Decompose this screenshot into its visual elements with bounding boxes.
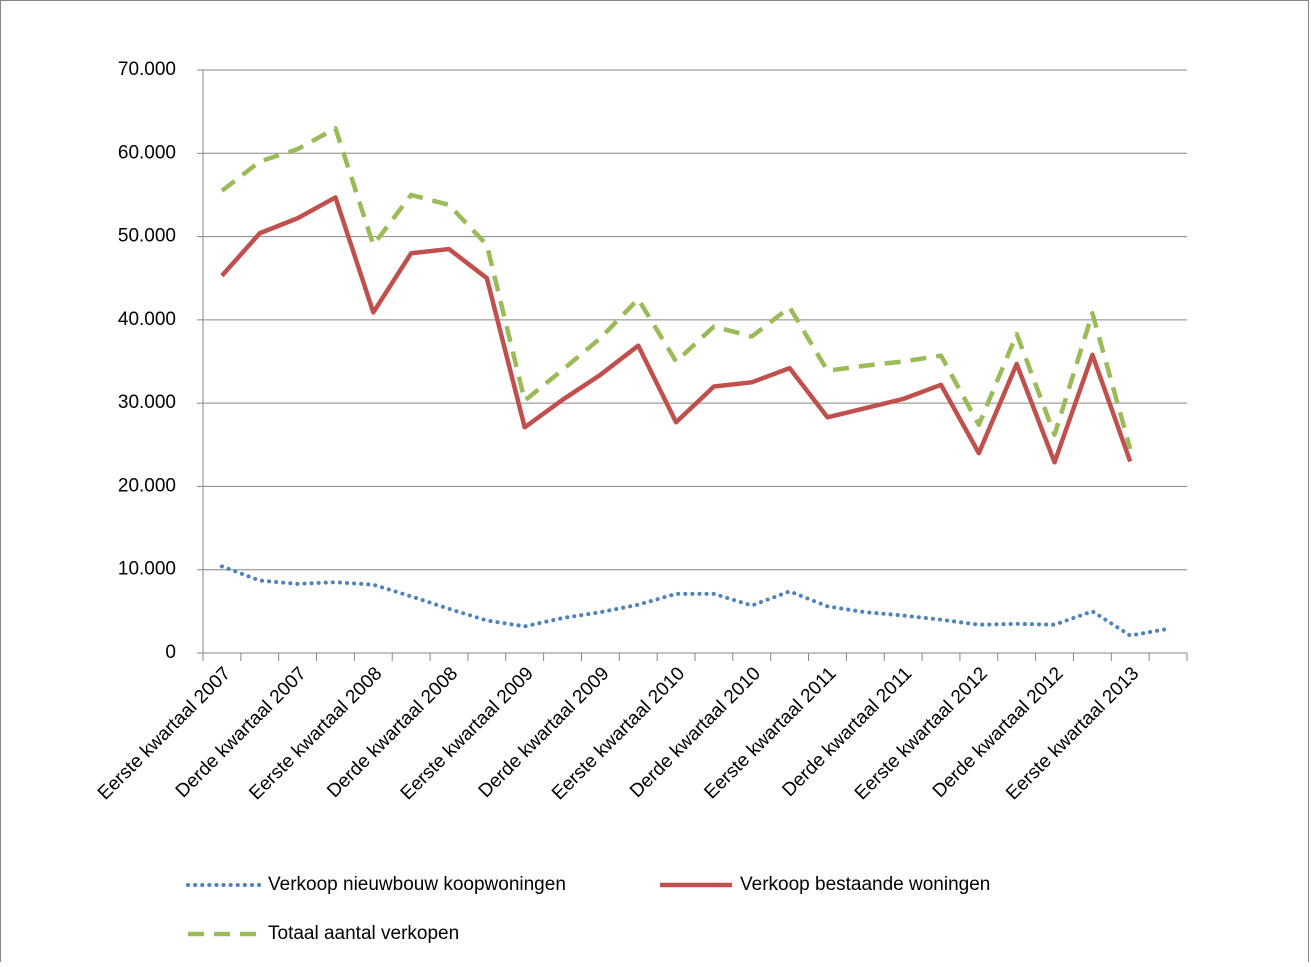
y-tick-label: 50.000 [118, 226, 176, 247]
y-tick-label: 40.000 [118, 309, 176, 330]
y-tick-label: 10.000 [118, 559, 176, 580]
series-line [219, 564, 1171, 638]
y-tick-label: 0 [165, 642, 176, 663]
legend-label: Verkoop nieuwbouw koopwoningen [268, 874, 566, 895]
y-tick-label: 70.000 [118, 59, 176, 80]
y-tick-label: 60.000 [118, 142, 176, 163]
series-line [220, 126, 1133, 450]
y-tick-label: 20.000 [118, 475, 176, 496]
y-tick-label: 30.000 [118, 392, 176, 413]
series-line [220, 195, 1133, 465]
legend-label: Verkoop bestaande woningen [740, 874, 990, 895]
legend-label: Totaal aantal verkopen [268, 923, 459, 944]
